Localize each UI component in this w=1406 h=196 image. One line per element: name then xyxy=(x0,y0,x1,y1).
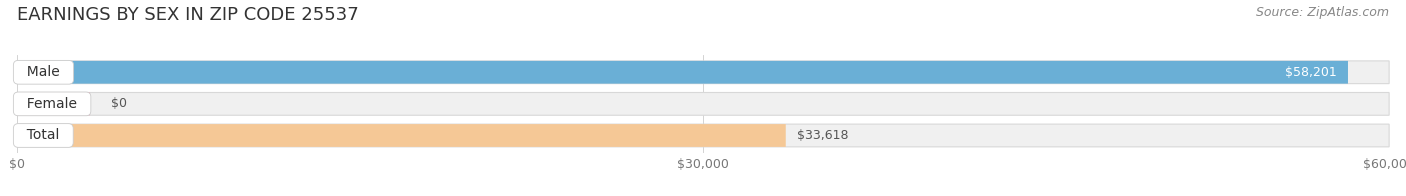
FancyBboxPatch shape xyxy=(17,93,90,115)
Text: $58,201: $58,201 xyxy=(1285,66,1337,79)
Text: $0: $0 xyxy=(111,97,127,110)
Text: Female: Female xyxy=(18,97,86,111)
FancyBboxPatch shape xyxy=(17,124,1389,147)
FancyBboxPatch shape xyxy=(17,93,1389,115)
FancyBboxPatch shape xyxy=(17,61,1389,84)
Text: EARNINGS BY SEX IN ZIP CODE 25537: EARNINGS BY SEX IN ZIP CODE 25537 xyxy=(17,6,359,24)
Text: Total: Total xyxy=(18,129,69,142)
Text: $33,618: $33,618 xyxy=(797,129,848,142)
FancyBboxPatch shape xyxy=(17,61,1348,84)
Text: Source: ZipAtlas.com: Source: ZipAtlas.com xyxy=(1256,6,1389,19)
FancyBboxPatch shape xyxy=(17,124,786,147)
Text: Male: Male xyxy=(18,65,69,79)
